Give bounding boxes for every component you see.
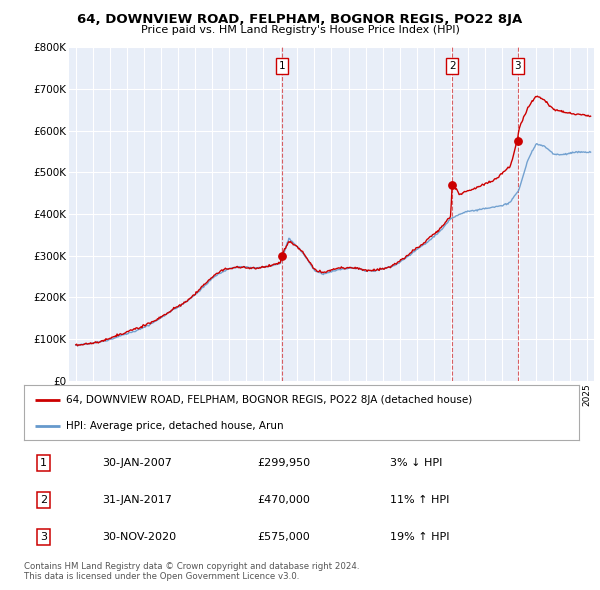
- Text: £470,000: £470,000: [257, 495, 310, 505]
- Text: 64, DOWNVIEW ROAD, FELPHAM, BOGNOR REGIS, PO22 8JA (detached house): 64, DOWNVIEW ROAD, FELPHAM, BOGNOR REGIS…: [65, 395, 472, 405]
- Text: 31-JAN-2017: 31-JAN-2017: [102, 495, 172, 505]
- Text: 3% ↓ HPI: 3% ↓ HPI: [391, 458, 443, 468]
- Point: [513, 136, 523, 146]
- Text: 11% ↑ HPI: 11% ↑ HPI: [391, 495, 449, 505]
- Text: HPI: Average price, detached house, Arun: HPI: Average price, detached house, Arun: [65, 421, 283, 431]
- Text: £575,000: £575,000: [257, 532, 310, 542]
- Text: 2: 2: [40, 495, 47, 505]
- Text: 3: 3: [40, 532, 47, 542]
- Text: 1: 1: [40, 458, 47, 468]
- Text: Contains HM Land Registry data © Crown copyright and database right 2024.
This d: Contains HM Land Registry data © Crown c…: [24, 562, 359, 581]
- Text: Price paid vs. HM Land Registry's House Price Index (HPI): Price paid vs. HM Land Registry's House …: [140, 25, 460, 35]
- Text: 1: 1: [278, 61, 285, 71]
- Point: [448, 180, 457, 189]
- Text: 2: 2: [449, 61, 455, 71]
- Text: 3: 3: [514, 61, 521, 71]
- Text: £299,950: £299,950: [257, 458, 310, 468]
- Text: 64, DOWNVIEW ROAD, FELPHAM, BOGNOR REGIS, PO22 8JA: 64, DOWNVIEW ROAD, FELPHAM, BOGNOR REGIS…: [77, 13, 523, 26]
- Text: 30-JAN-2007: 30-JAN-2007: [102, 458, 172, 468]
- Text: 30-NOV-2020: 30-NOV-2020: [102, 532, 176, 542]
- Text: 19% ↑ HPI: 19% ↑ HPI: [391, 532, 450, 542]
- Point: [277, 251, 287, 260]
